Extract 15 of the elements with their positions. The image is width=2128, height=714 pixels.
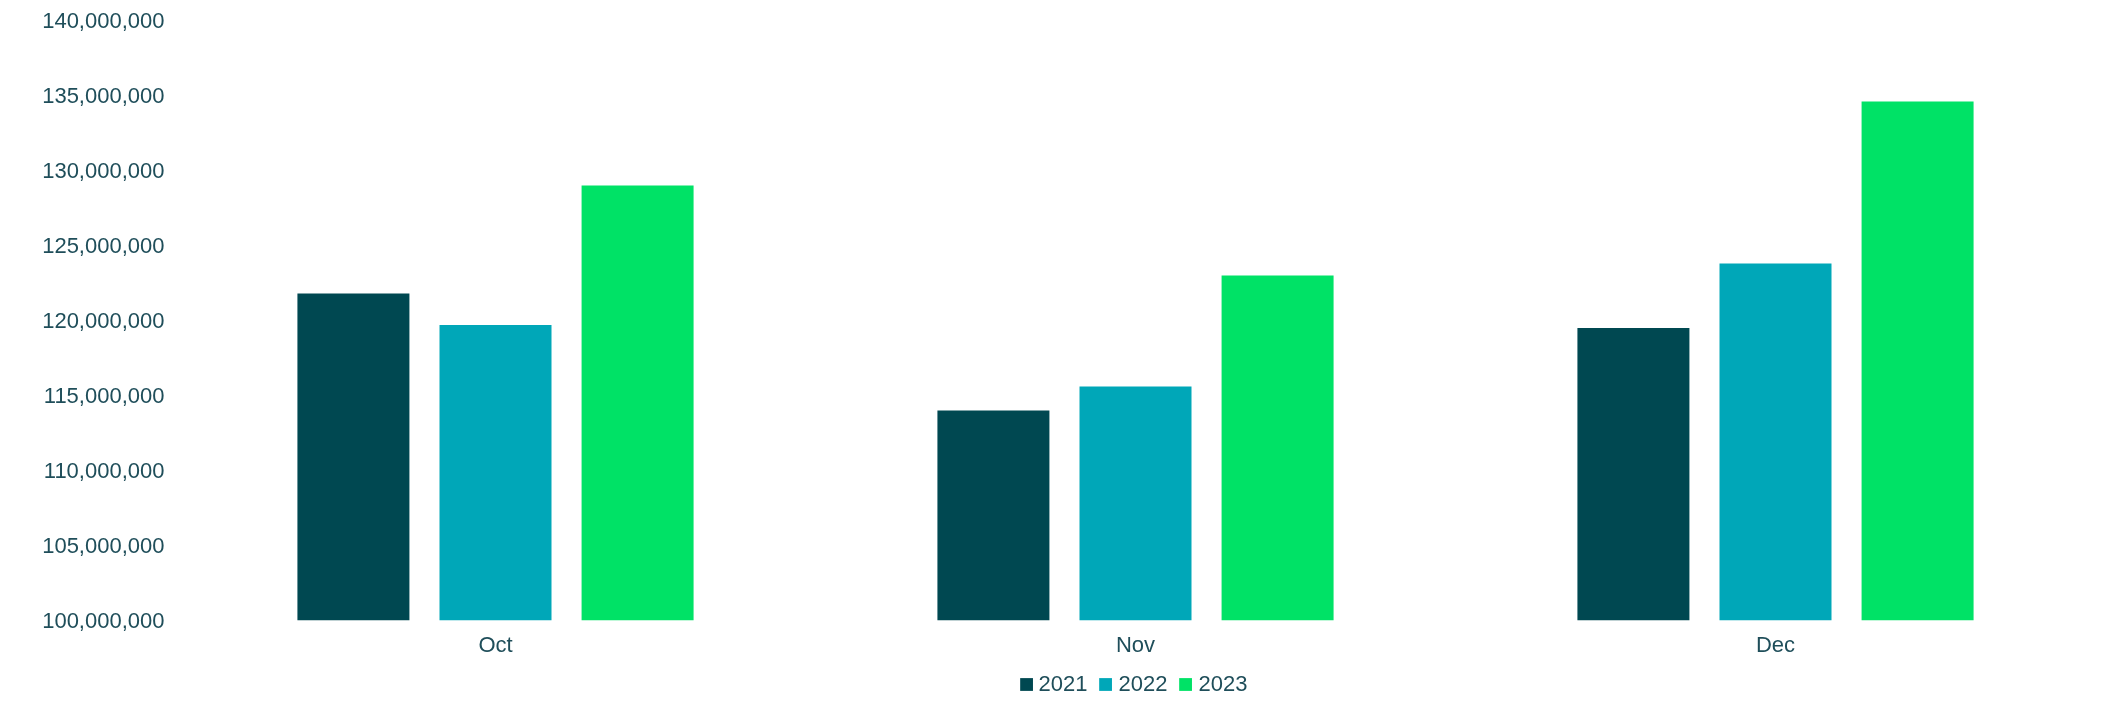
x-tick-label: Oct	[478, 631, 513, 657]
legend-label: 2023	[1198, 671, 1248, 697]
y-tick-label: 115,000,000	[43, 383, 165, 408]
legend-label: 2022	[1118, 671, 1168, 697]
x-tick-label: Nov	[1115, 631, 1156, 657]
y-tick-label: 120,000,000	[42, 308, 165, 333]
x-tick-label: Dec	[1755, 631, 1796, 657]
y-tick-label: 140,000,000	[42, 8, 165, 33]
y-tick-label: 105,000,000	[42, 533, 165, 558]
y-tick-label: 110,000,000	[43, 458, 165, 483]
y-tick-label: 100,000,000	[42, 608, 165, 633]
legend-label: 2021	[1038, 671, 1088, 697]
y-tick-label: 130,000,000	[42, 158, 165, 183]
y-tick-label: 135,000,000	[42, 83, 165, 108]
y-tick-label: 125,000,000	[42, 233, 165, 258]
